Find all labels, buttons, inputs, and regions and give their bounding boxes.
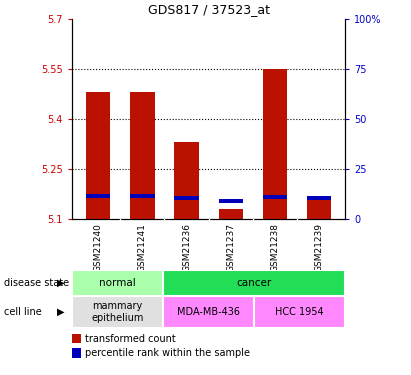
Bar: [174, 196, 199, 200]
Text: cancer: cancer: [236, 278, 272, 288]
Text: mammary
epithelium: mammary epithelium: [91, 302, 144, 323]
Text: normal: normal: [99, 278, 136, 288]
Text: HCC 1954: HCC 1954: [275, 307, 324, 317]
Bar: [72, 334, 81, 344]
Bar: [254, 296, 345, 328]
Bar: [163, 270, 345, 296]
Bar: [86, 92, 111, 219]
Bar: [219, 199, 243, 203]
Bar: [263, 195, 287, 199]
Text: GSM21237: GSM21237: [226, 224, 235, 272]
Bar: [130, 92, 155, 219]
Text: GSM21240: GSM21240: [94, 224, 103, 272]
Text: GSM21238: GSM21238: [270, 224, 279, 272]
Bar: [163, 296, 254, 328]
Bar: [86, 194, 111, 198]
Text: ▶: ▶: [57, 278, 65, 288]
Text: ▶: ▶: [57, 307, 65, 317]
Text: disease state: disease state: [4, 278, 69, 288]
Bar: [130, 194, 155, 198]
Text: GSM21236: GSM21236: [182, 224, 191, 272]
Bar: [72, 270, 163, 296]
Bar: [174, 142, 199, 219]
Text: transformed count: transformed count: [85, 334, 176, 344]
Text: MDA-MB-436: MDA-MB-436: [177, 307, 240, 317]
Bar: [263, 69, 287, 219]
Bar: [72, 348, 81, 358]
Bar: [72, 296, 163, 328]
Text: percentile rank within the sample: percentile rank within the sample: [85, 348, 250, 358]
Bar: [307, 196, 331, 219]
Bar: [219, 209, 243, 219]
Bar: [307, 196, 331, 200]
Text: cell line: cell line: [4, 307, 42, 317]
Title: GDS817 / 37523_at: GDS817 / 37523_at: [148, 3, 270, 16]
Text: GSM21241: GSM21241: [138, 224, 147, 272]
Text: GSM21239: GSM21239: [314, 224, 323, 272]
